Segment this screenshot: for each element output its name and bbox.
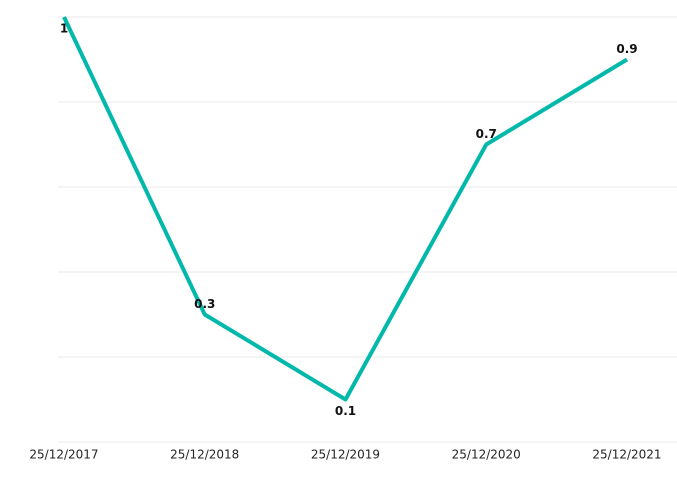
- data-label: 0.9: [616, 42, 637, 56]
- data-label: 0.1: [335, 404, 356, 418]
- x-tick-label: 25/12/2017: [29, 448, 98, 462]
- x-tick-label: 25/12/2021: [592, 448, 661, 462]
- data-label: 1: [60, 22, 68, 36]
- data-label: 0.3: [194, 297, 215, 311]
- x-tick-label: 25/12/2020: [452, 448, 521, 462]
- x-tick-label: 25/12/2019: [311, 448, 380, 462]
- line: [62, 16, 629, 402]
- x-tick-label: 25/12/2018: [170, 448, 239, 462]
- data-label: 0.7: [476, 127, 497, 141]
